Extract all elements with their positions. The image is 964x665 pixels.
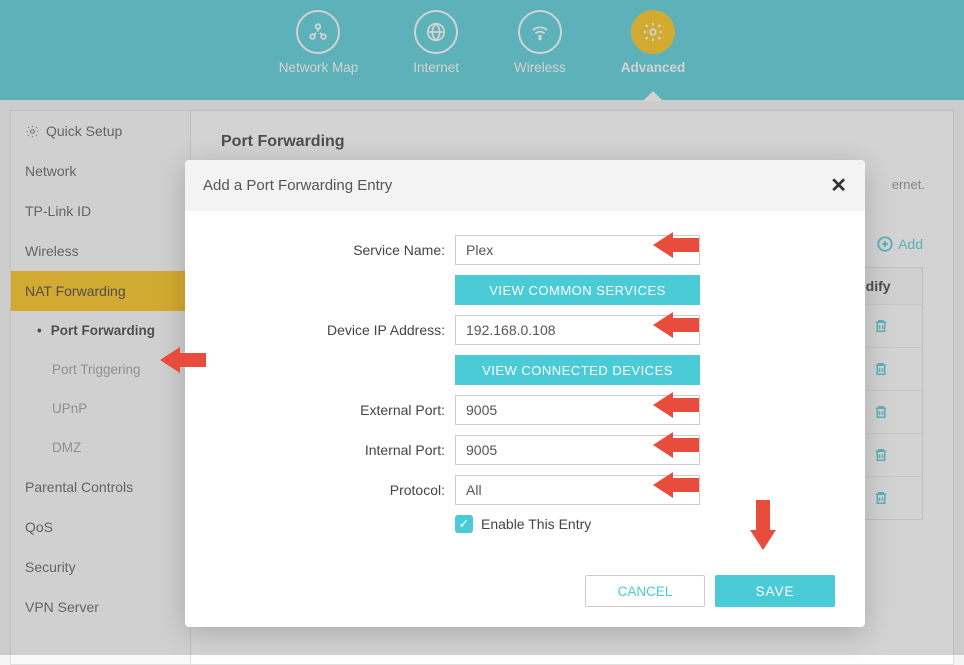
- checkmark-icon: ✓: [455, 515, 473, 533]
- external-port-label: External Port:: [215, 402, 455, 418]
- service-name-label: Service Name:: [215, 242, 455, 258]
- device-ip-label: Device IP Address:: [215, 322, 455, 338]
- protocol-label: Protocol:: [215, 482, 455, 498]
- protocol-input[interactable]: [455, 475, 700, 505]
- close-icon[interactable]: ✕: [830, 173, 847, 198]
- device-ip-input[interactable]: [455, 315, 700, 345]
- port-forwarding-modal: Add a Port Forwarding Entry ✕ Service Na…: [185, 160, 865, 627]
- service-name-input[interactable]: [455, 235, 700, 265]
- cancel-button[interactable]: CANCEL: [585, 575, 705, 607]
- external-port-input[interactable]: [455, 395, 700, 425]
- view-common-services-button[interactable]: VIEW COMMON SERVICES: [455, 275, 700, 305]
- enable-checkbox[interactable]: ✓ Enable This Entry: [455, 515, 591, 533]
- internal-port-input[interactable]: [455, 435, 700, 465]
- view-connected-devices-button[interactable]: VIEW CONNECTED DEVICES: [455, 355, 700, 385]
- modal-footer: CANCEL SAVE: [185, 561, 865, 627]
- modal-title: Add a Port Forwarding Entry: [203, 177, 392, 194]
- internal-port-label: Internal Port:: [215, 442, 455, 458]
- modal-body: Service Name: VIEW COMMON SERVICES Devic…: [185, 211, 865, 561]
- modal-header: Add a Port Forwarding Entry ✕: [185, 160, 865, 211]
- save-button[interactable]: SAVE: [715, 575, 835, 607]
- enable-label: Enable This Entry: [481, 516, 591, 532]
